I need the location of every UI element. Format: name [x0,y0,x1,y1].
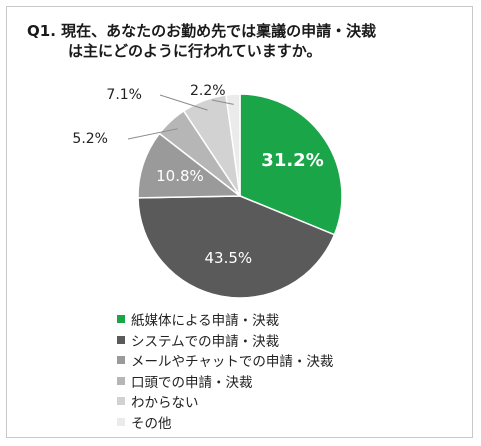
pie-data-label-1: 31.2% [261,150,323,171]
pie-slice-3 [137,132,243,199]
chart-title: Q1. 現在、あなたのお勤め先では稟議の申請・決裁 は主にどのように行われていま… [27,21,472,61]
legend-item-5: わからない [117,391,333,412]
legend-item-6: その他 [117,412,333,433]
legend-swatch-5 [117,397,125,406]
pie-data-label-3: 10.8% [156,167,204,185]
legend-label-6: その他 [131,415,172,432]
legend-label-2: システムでの申請・決裁 [131,333,280,350]
legend-swatch-3 [117,356,125,365]
legend-swatch-1 [117,315,125,324]
legend-swatch-2 [117,335,125,344]
legend-item-3: メールやチャットでの申請・決裁 [117,350,333,371]
pie-slice-2 [137,195,336,299]
pie-leader-line-4 [127,128,178,140]
pie-data-label-4: 5.2% [72,131,108,147]
legend-label-3: メールやチャットでの申請・決裁 [131,354,334,371]
pie-slice-1 [239,93,343,236]
legend-item-4: 口頭での申請・決裁 [117,371,333,392]
pie-slice-6 [225,93,241,197]
pie-leader-line-6 [211,99,234,105]
legend-label-1: 紙媒体による申請・決裁 [131,313,280,330]
pie-data-label-6: 2.2% [190,83,226,99]
pie-data-label-5: 7.1% [106,87,142,103]
chart-frame: Q1. 現在、あなたのお勤め先では稟議の申請・決裁 は主にどのように行われていま… [6,6,473,438]
legend-label-5: わからない [131,395,199,412]
legend-item-2: システムでの申請・決裁 [117,330,333,351]
pie-data-label-2: 43.5% [205,249,253,267]
legend-item-1: 紙媒体による申請・決裁 [117,309,333,330]
legend-swatch-6 [117,417,125,426]
chart-title-line-2: は主にどのように行われていますか。 [68,42,322,60]
chart-legend: 紙媒体による申請・決裁 システムでの申請・決裁メールやチャットでの申請・決裁 口頭で… [117,309,333,432]
legend-swatch-4 [117,376,125,385]
pie-leader-line-5 [159,94,208,111]
legend-label-4: 口頭での申請・決裁 [131,374,253,391]
chart-title-line-1: Q1. 現在、あなたのお勤め先では稟議の申請・決裁 [27,22,377,40]
